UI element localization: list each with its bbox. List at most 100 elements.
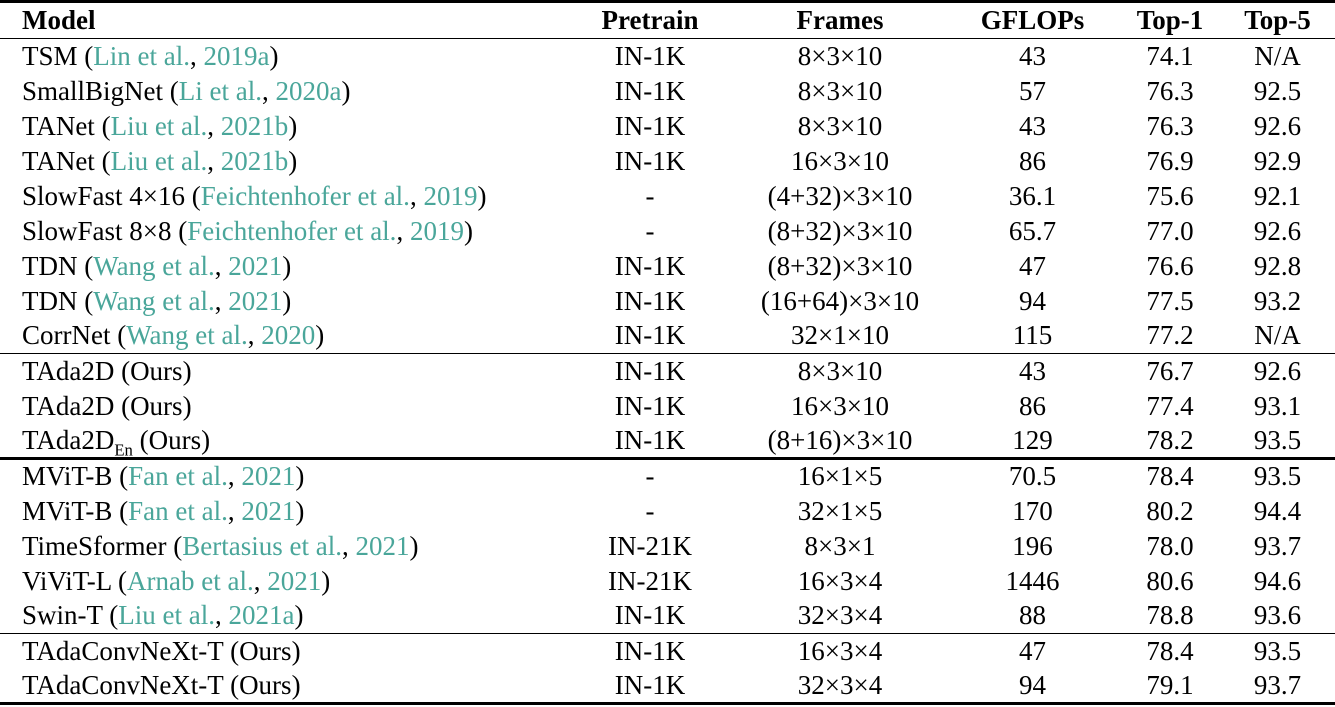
model-name: TimeSformer bbox=[22, 530, 167, 561]
header-model: Model bbox=[0, 1, 565, 39]
frames-cell: 8×3×10 bbox=[797, 75, 883, 106]
model-name: TDN bbox=[22, 250, 78, 281]
ours-tag: Ours bbox=[148, 424, 202, 455]
top5-cell: 93.7 bbox=[1253, 669, 1302, 700]
top5-cell: N/A bbox=[1254, 40, 1301, 71]
table-row: TAdaConvNeXt-T (Ours) IN-1K 32×3×4 94 79.1 93… bbox=[0, 669, 1335, 704]
citation-year-link[interactable]: 2021b bbox=[220, 145, 289, 176]
model-name: SmallBigNet bbox=[22, 75, 163, 106]
citation-year-link[interactable]: 2019 bbox=[423, 180, 478, 211]
top5-cell: 93.2 bbox=[1253, 285, 1302, 316]
gflops-cell: 86 bbox=[1019, 145, 1046, 176]
pretrain-cell: IN-1K bbox=[614, 40, 686, 71]
model-cell: TAda2D (Ours) bbox=[0, 353, 565, 389]
citation-author-link[interactable]: Bertasius et al. bbox=[182, 530, 342, 561]
citation-author-link[interactable]: Liu et al. bbox=[110, 145, 208, 176]
gflops-cell: 36.1 bbox=[1008, 180, 1057, 211]
table-row: SlowFast 8×8 (Feichtenhofer et al., 2019… bbox=[0, 214, 1335, 249]
frames-cell: 32×1×10 bbox=[791, 320, 889, 351]
gflops-cell: 1446 bbox=[1005, 565, 1060, 596]
header-gflops: GFLOPs bbox=[945, 1, 1120, 39]
ours-tag: Ours bbox=[239, 635, 292, 666]
ours-tag: Ours bbox=[130, 355, 183, 386]
top5-cell: 92.6 bbox=[1253, 110, 1302, 141]
pretrain-cell: - bbox=[565, 457, 735, 494]
pretrain-cell: IN-1K bbox=[614, 600, 686, 631]
pretrain-cell: - bbox=[645, 180, 655, 211]
header-frames: Frames bbox=[735, 1, 945, 39]
header-top5: Top-5 bbox=[1220, 1, 1335, 39]
top1-cell: 76.9 bbox=[1146, 145, 1194, 176]
frames-cell: (8+32)×3×10 bbox=[767, 250, 913, 281]
table-header: Model Pretrain Frames GFLOPs Top-1 Top-5 bbox=[0, 1, 1335, 39]
header-top1: Top-1 bbox=[1120, 1, 1220, 39]
model-name: TAdaConvNeXt-T bbox=[22, 669, 224, 700]
citation-year-link[interactable]: 2021 bbox=[267, 565, 322, 596]
citation-author-link[interactable]: Liu et al. bbox=[110, 110, 208, 141]
citation-author-link[interactable]: Feichtenhofer et al. bbox=[200, 180, 410, 211]
pretrain-cell: IN-1K bbox=[614, 424, 686, 455]
citation-year-link[interactable]: 2021 bbox=[241, 461, 296, 492]
citation-year-link[interactable]: 2021a bbox=[228, 600, 295, 631]
frames-cell: (8+32)×3×10 bbox=[767, 215, 913, 246]
citation-year-link[interactable]: 2021 bbox=[241, 495, 296, 526]
citation-author-link[interactable]: Wang et al. bbox=[93, 250, 215, 281]
top1-cell: 77.2 bbox=[1146, 320, 1194, 351]
top1-cell: 77.4 bbox=[1146, 390, 1194, 421]
top1-cell: 76.3 bbox=[1146, 110, 1194, 141]
citation-author-link[interactable]: Wang et al. bbox=[126, 320, 248, 351]
citation-author-link[interactable]: Feichtenhofer et al. bbox=[187, 215, 397, 246]
citation-author-link[interactable]: Liu et al. bbox=[118, 600, 215, 631]
citation-year-link[interactable]: 2021b bbox=[220, 110, 289, 141]
frames-cell: 8×3×1 bbox=[804, 530, 876, 561]
citation-year-link[interactable]: 2019a bbox=[203, 40, 270, 71]
gflops-cell: 94 bbox=[1019, 285, 1046, 316]
frames-cell: 32×1×5 bbox=[797, 495, 883, 526]
top5-cell: 93.6 bbox=[1253, 600, 1302, 631]
citation-author-link[interactable]: Arnab et al. bbox=[127, 565, 254, 596]
table-row: SmallBigNet (Li et al., 2020a) IN-1K 8×3×1… bbox=[0, 74, 1335, 109]
table-row: TAda2D (Ours) IN-1K 8×3×10 43 76.7 92.6 bbox=[0, 353, 1335, 389]
table-row: ViViT-L (Arnab et al., 2021) IN-21K 16×3×4… bbox=[0, 564, 1335, 599]
model-subscript: En bbox=[114, 440, 133, 460]
pretrain-cell: IN-1K bbox=[565, 633, 735, 669]
gflops-cell: 47 bbox=[1019, 250, 1046, 281]
gflops-cell: 170 bbox=[1012, 495, 1053, 526]
top5-cell: 92.8 bbox=[1253, 250, 1302, 281]
top5-cell: 93.5 bbox=[1220, 457, 1335, 494]
frames-cell: 16×3×10 bbox=[791, 145, 889, 176]
pretrain-cell: - bbox=[645, 495, 655, 526]
top1-cell: 77.0 bbox=[1146, 215, 1194, 246]
model-cell: TDN (Wang et al., 2021) bbox=[22, 285, 292, 316]
citation-author-link[interactable]: Li et al. bbox=[178, 75, 262, 106]
citation-year-link[interactable]: 2021 bbox=[228, 250, 283, 281]
table-body: TSM (Lin et al., 2019a) IN-1K 8×3×10 43 74.1… bbox=[0, 39, 1335, 704]
top1-cell: 77.5 bbox=[1146, 285, 1194, 316]
gflops-cell: 65.7 bbox=[1008, 215, 1057, 246]
frames-cell: (8+16)×3×10 bbox=[767, 424, 913, 455]
citation-year-link[interactable]: 2021 bbox=[228, 285, 283, 316]
top5-cell: 92.9 bbox=[1253, 145, 1302, 176]
top1-cell: 78.0 bbox=[1146, 530, 1194, 561]
pretrain-cell: IN-21K bbox=[608, 530, 692, 561]
model-cell: TANet (Liu et al., 2021b) bbox=[22, 145, 298, 176]
citation-author-link[interactable]: Lin et al. bbox=[93, 40, 190, 71]
model-cell: TAda2D (Ours) bbox=[22, 390, 192, 421]
citation-year-link[interactable]: 2020a bbox=[275, 75, 342, 106]
citation-author-link[interactable]: Wang et al. bbox=[93, 285, 215, 316]
top1-cell: 79.1 bbox=[1146, 669, 1194, 700]
model-name: TANet bbox=[22, 145, 95, 176]
model-name: CorrNet bbox=[22, 320, 111, 351]
citation-year-link[interactable]: 2021 bbox=[355, 530, 410, 561]
citation-year-link[interactable]: 2019 bbox=[409, 215, 464, 246]
pretrain-cell: IN-1K bbox=[614, 75, 686, 106]
citation-author-link[interactable]: Fan et al. bbox=[128, 495, 228, 526]
header-row: Model Pretrain Frames GFLOPs Top-1 Top-5 bbox=[0, 1, 1335, 39]
top1-cell: 78.4 bbox=[1120, 457, 1220, 494]
model-cell: MViT-B (Fan et al., 2021) bbox=[22, 495, 305, 526]
pretrain-cell: - bbox=[645, 215, 655, 246]
citation-author-link[interactable]: Fan et al. bbox=[128, 461, 228, 492]
table-row: SlowFast 4×16 (Feichtenhofer et al., 201… bbox=[0, 179, 1335, 214]
citation-year-link[interactable]: 2020 bbox=[261, 320, 316, 351]
pretrain-cell: IN-1K bbox=[614, 390, 686, 421]
